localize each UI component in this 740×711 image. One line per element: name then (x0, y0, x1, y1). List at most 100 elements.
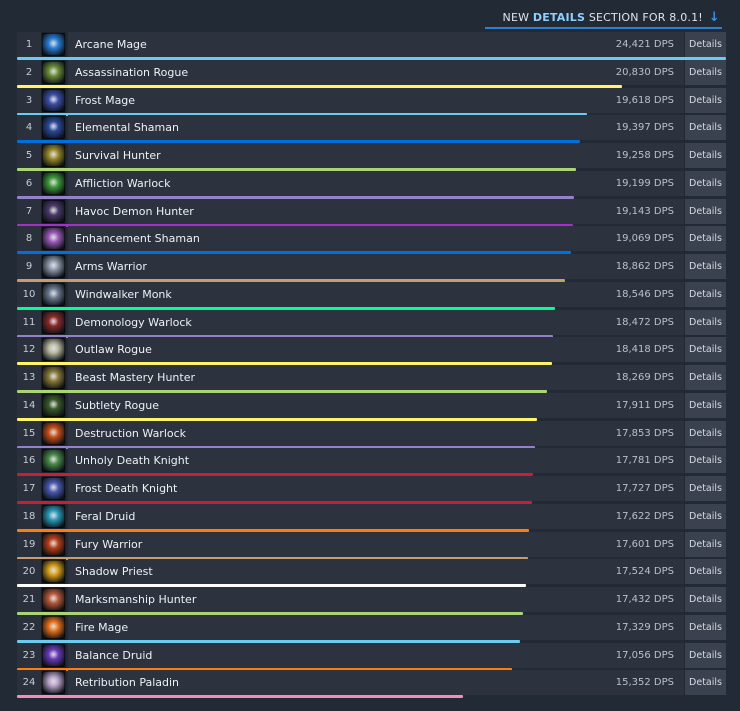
details-button[interactable]: Details (685, 309, 726, 335)
dps-bar-track (17, 695, 726, 699)
fire-mage-icon (41, 614, 66, 640)
dps-bar-track (17, 140, 726, 144)
rank-number: 11 (17, 309, 41, 335)
arms-warrior-icon (41, 254, 66, 279)
spec-cell: Elemental Shaman 19,397 DPS (68, 115, 684, 141)
rank-number: 17 (17, 476, 41, 501)
spec-cell: Retribution Paladin 15,352 DPS (68, 670, 684, 696)
details-button[interactable]: Details (685, 170, 726, 196)
details-button[interactable]: Details (685, 503, 726, 529)
dps-bar (17, 612, 523, 615)
spec-name: Marksmanship Hunter (75, 593, 197, 606)
dps-bar (17, 473, 533, 477)
rank-number: 15 (17, 420, 41, 446)
details-button[interactable]: Details (685, 614, 726, 640)
dps-value: 17,601 DPS (615, 538, 674, 550)
ranking-row: 21 Marksmanship Hunter 17,432 DPS Details (17, 587, 726, 615)
rank-number: 3 (17, 87, 41, 113)
dps-value: 18,418 DPS (615, 344, 674, 356)
unholy-death-knight-icon (41, 448, 66, 474)
spec-name: Outlaw Rogue (75, 343, 152, 357)
details-button[interactable]: Details (685, 642, 726, 668)
ranking-row: 16 Unholy Death Knight 17,781 DPS Details (17, 448, 726, 477)
details-button[interactable]: Details (685, 587, 726, 612)
spec-cell: Fury Warrior 17,601 DPS (68, 531, 684, 557)
spec-cell: Subtlety Rogue 17,911 DPS (68, 392, 684, 418)
details-button[interactable]: Details (685, 59, 726, 85)
destruction-warlock-icon (41, 420, 66, 446)
fury-warrior-icon (41, 531, 66, 557)
details-button[interactable]: Details (685, 143, 726, 168)
details-button[interactable]: Details (685, 531, 726, 557)
ranking-row: 22 Fire Mage 17,329 DPS Details (17, 614, 726, 643)
details-button[interactable]: Details (685, 476, 726, 501)
dps-value: 17,781 DPS (615, 455, 674, 467)
dps-bar (17, 168, 576, 171)
rank-number: 19 (17, 531, 41, 557)
ranking-row: 18 Feral Druid 17,622 DPS Details (17, 503, 726, 532)
rank-number: 24 (17, 670, 41, 696)
dps-bar-track (17, 556, 726, 560)
dps-value: 19,397 DPS (615, 122, 674, 134)
dps-value: 19,258 DPS (615, 150, 674, 161)
dps-bar-track (17, 112, 726, 116)
dps-value: 17,432 DPS (615, 594, 674, 605)
details-button[interactable]: Details (685, 337, 726, 363)
details-button[interactable]: Details (685, 365, 726, 390)
ranking-row: 2 Assassination Rogue 20,830 DPS Details (17, 59, 726, 88)
details-button[interactable]: Details (685, 87, 726, 113)
details-button[interactable]: Details (685, 32, 726, 57)
dps-bar (17, 695, 463, 699)
spec-name: Beast Mastery Hunter (75, 371, 195, 384)
dps-bar-track (17, 445, 726, 449)
spec-cell: Arcane Mage 24,421 DPS (68, 32, 684, 57)
ranking-row: 6 Affliction Warlock 19,199 DPS Details (17, 170, 726, 199)
dps-ranking-list: 1 Arcane Mage 24,421 DPS Details 2 Assassinat… (17, 32, 726, 699)
details-button[interactable]: Details (685, 198, 726, 224)
dps-bar-track (17, 528, 726, 532)
ranking-row: 3 Frost Mage 19,618 DPS Details (17, 87, 726, 116)
details-button[interactable]: Details (685, 226, 726, 252)
ranking-row: 1 Arcane Mage 24,421 DPS Details (17, 32, 726, 60)
details-button[interactable]: Details (685, 448, 726, 474)
spec-name: Elemental Shaman (75, 121, 179, 135)
spec-cell: Frost Mage 19,618 DPS (68, 87, 684, 113)
spec-name: Arms Warrior (75, 260, 147, 273)
details-button[interactable]: Details (685, 281, 726, 307)
spec-cell: Feral Druid 17,622 DPS (68, 503, 684, 529)
marksmanship-hunter-icon (41, 587, 66, 612)
ranking-row: 11 Demonology Warlock 18,472 DPS Details (17, 309, 726, 338)
details-button[interactable]: Details (685, 254, 726, 279)
dps-bar-track (17, 417, 726, 421)
dps-bar (17, 556, 528, 560)
details-button[interactable]: Details (685, 420, 726, 446)
dps-bar (17, 57, 726, 60)
details-button[interactable]: Details (685, 115, 726, 141)
spec-name: Enhancement Shaman (75, 232, 200, 246)
dps-bar (17, 140, 580, 144)
balance-druid-icon (41, 642, 66, 668)
dps-value: 17,329 DPS (615, 621, 674, 633)
dps-bar-track (17, 639, 726, 643)
spec-name: Arcane Mage (75, 38, 147, 51)
ranking-row: 5 Survival Hunter 19,258 DPS Details (17, 143, 726, 171)
details-button[interactable]: Details (685, 559, 726, 585)
ranking-row: 9 Arms Warrior 18,862 DPS Details (17, 254, 726, 282)
details-button[interactable]: Details (685, 392, 726, 418)
beast-mastery-hunter-icon (41, 365, 66, 390)
rank-number: 10 (17, 281, 41, 307)
details-button[interactable]: Details (685, 670, 726, 696)
elemental-shaman-icon (41, 115, 66, 141)
ranking-row: 8 Enhancement Shaman 19,069 DPS Details (17, 226, 726, 255)
dps-bar-track (17, 223, 726, 227)
arrow-down-icon: ↓ (708, 9, 720, 25)
spec-name: Affliction Warlock (75, 176, 171, 190)
new-details-banner[interactable]: NEW DETAILS SECTION FOR 8.0.1! ↓ (484, 7, 722, 29)
dps-bar-track (17, 279, 726, 282)
banner-suffix: SECTION FOR 8.0.1! (585, 10, 703, 24)
havoc-demon-hunter-icon (41, 198, 66, 224)
spec-name: Destruction Warlock (75, 426, 187, 440)
subtlety-rogue-icon (41, 392, 66, 418)
ranking-row: 10 Windwalker Monk 18,546 DPS Details (17, 281, 726, 310)
dps-bar-track (17, 168, 726, 171)
